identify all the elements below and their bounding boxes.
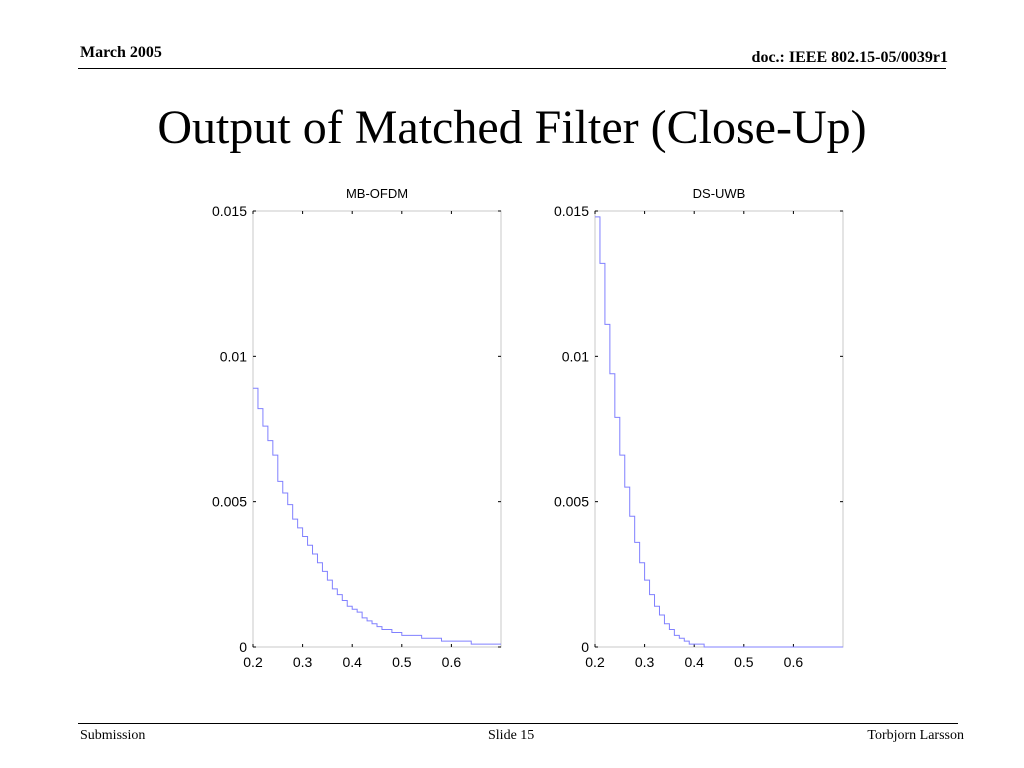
- footer-submission: Submission: [80, 728, 146, 743]
- chart-panel-1: MB-OFDM 0 0.005 0.01 0.015 0.2 0.3 0.4 0.5 0.6: [212, 186, 502, 670]
- slide-title: Output of Matched Filter (Close-Up): [157, 101, 867, 154]
- chart-panel-2: DS-UWB 0 0.005 0.01 0.015 0.2 0.3 0.4 0.5 0.6: [554, 186, 844, 670]
- x-tick-label: 0.5: [734, 654, 754, 670]
- series-line: [253, 387, 501, 645]
- header-doc-id: doc.: IEEE 802.15-05/0039r1: [751, 49, 948, 66]
- x-tick-label: 0.4: [342, 654, 362, 670]
- footer-slide-number: Slide 15: [488, 728, 535, 743]
- footer-author: Torbjorn Larsson: [867, 728, 964, 743]
- y-tick-label: 0.01: [562, 348, 589, 364]
- x-tick-label: 0.5: [392, 654, 412, 670]
- header-divider: [78, 68, 946, 69]
- chart-title: DS-UWB: [693, 186, 746, 201]
- chart-title: MB-OFDM: [346, 186, 408, 201]
- plot-frame: [594, 210, 844, 648]
- plot-frame: [252, 210, 502, 648]
- y-tick-label: 0: [239, 639, 247, 655]
- y-tick-label: 0.015: [212, 203, 247, 219]
- x-tick-label: 0.3: [293, 654, 313, 670]
- x-tick-label: 0.2: [585, 654, 605, 670]
- x-tick-label: 0.6: [442, 654, 462, 670]
- y-tick-label: 0: [581, 639, 589, 655]
- x-tick-label: 0.2: [243, 654, 263, 670]
- x-tick-label: 0.3: [635, 654, 655, 670]
- y-tick-label: 0.015: [554, 203, 589, 219]
- series-line: [595, 216, 843, 648]
- x-tick-label: 0.6: [784, 654, 804, 670]
- y-tick-label: 0.005: [212, 494, 247, 510]
- footer-divider: [78, 723, 958, 724]
- y-tick-label: 0.005: [554, 494, 589, 510]
- y-tick-label: 0.01: [220, 348, 247, 364]
- header-date: March 2005: [80, 44, 162, 61]
- x-tick-label: 0.4: [684, 654, 704, 670]
